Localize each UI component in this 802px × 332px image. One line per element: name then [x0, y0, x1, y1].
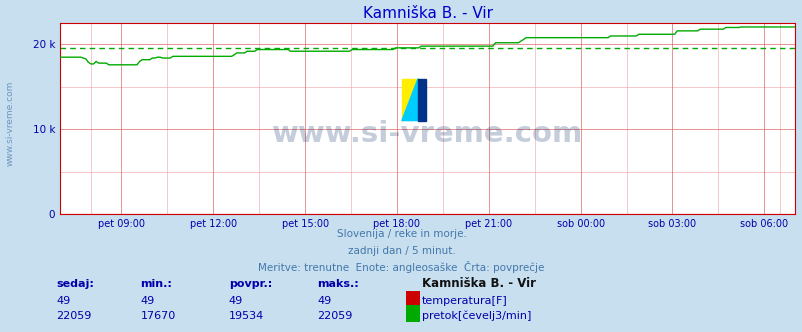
Text: pretok[čevelj3/min]: pretok[čevelj3/min]: [421, 310, 530, 321]
Text: min.:: min.:: [140, 279, 172, 289]
Text: www.si-vreme.com: www.si-vreme.com: [272, 120, 582, 148]
Text: 17670: 17670: [140, 311, 176, 321]
Text: zadnji dan / 5 minut.: zadnji dan / 5 minut.: [347, 246, 455, 256]
Text: Kamniška B. - Vir: Kamniška B. - Vir: [421, 277, 535, 290]
Text: temperatura[F]: temperatura[F]: [421, 296, 507, 306]
Title: Kamniška B. - Vir: Kamniška B. - Vir: [363, 6, 492, 21]
Polygon shape: [401, 79, 418, 121]
Text: 19534: 19534: [229, 311, 264, 321]
Text: 49: 49: [140, 296, 155, 306]
Text: 49: 49: [317, 296, 331, 306]
Text: 49: 49: [56, 296, 71, 306]
Text: 22059: 22059: [56, 311, 91, 321]
Text: povpr.:: povpr.:: [229, 279, 272, 289]
Polygon shape: [401, 79, 418, 121]
Text: sedaj:: sedaj:: [56, 279, 94, 289]
Text: maks.:: maks.:: [317, 279, 358, 289]
Text: Meritve: trenutne  Enote: angleosaške  Črta: povprečje: Meritve: trenutne Enote: angleosaške Črt…: [258, 261, 544, 273]
Text: 22059: 22059: [317, 311, 352, 321]
Text: 49: 49: [229, 296, 243, 306]
Text: Slovenija / reke in morje.: Slovenija / reke in morje.: [336, 229, 466, 239]
Polygon shape: [418, 79, 426, 121]
Text: www.si-vreme.com: www.si-vreme.com: [5, 80, 14, 166]
